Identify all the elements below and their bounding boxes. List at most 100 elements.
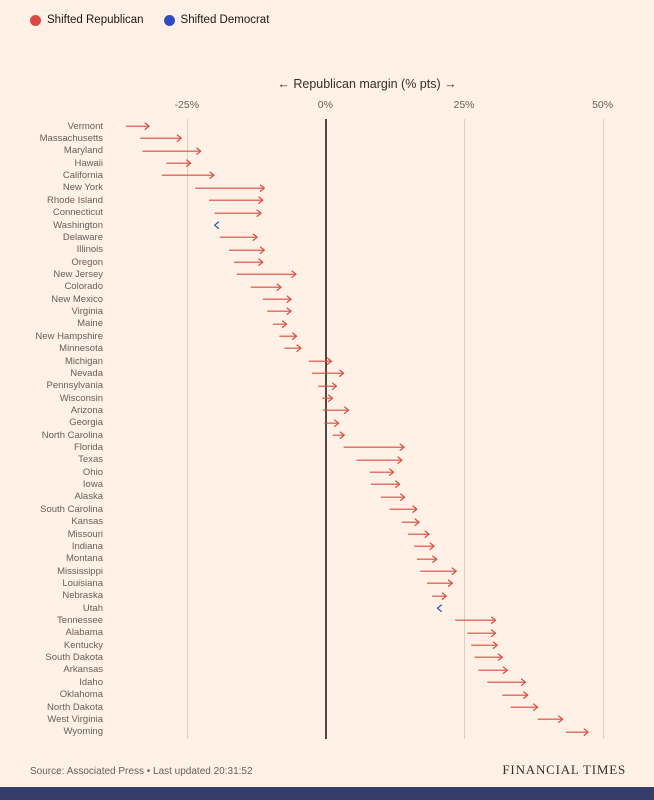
shift-arrow bbox=[220, 233, 258, 242]
arrowhead-icon bbox=[441, 592, 447, 600]
zero-axis-line bbox=[325, 119, 327, 739]
state-row: Missouri bbox=[0, 528, 654, 540]
state-row: Oregon bbox=[0, 256, 654, 268]
state-label: Nebraska bbox=[62, 590, 103, 602]
arrowhead-icon bbox=[256, 208, 262, 217]
shift-arrow bbox=[332, 431, 345, 439]
shift-arrow bbox=[324, 419, 340, 427]
arrowhead-icon bbox=[291, 270, 297, 279]
shift-arrow bbox=[166, 159, 192, 168]
shift-arrow bbox=[356, 456, 403, 464]
shift-arrow bbox=[474, 653, 503, 662]
arrowhead-icon bbox=[520, 678, 527, 687]
state-row: Montana bbox=[0, 553, 654, 565]
state-label: California bbox=[62, 170, 103, 182]
state-row: New Mexico bbox=[0, 293, 654, 305]
arrowhead-icon bbox=[292, 332, 298, 341]
arrowhead-icon bbox=[491, 616, 497, 625]
state-label: Arizona bbox=[70, 404, 103, 416]
state-label: Ohio bbox=[82, 466, 103, 478]
state-label: Arkansas bbox=[63, 664, 103, 676]
state-row: Michigan bbox=[0, 355, 654, 367]
state-row: Wyoming bbox=[0, 726, 654, 738]
state-row: Minnesota bbox=[0, 342, 654, 354]
arrowhead-icon bbox=[252, 233, 258, 242]
axis-tick-label: 50% bbox=[592, 99, 614, 111]
state-label: Maryland bbox=[63, 145, 103, 157]
axis-title: ← Republican margin (% pts) → bbox=[277, 77, 457, 91]
state-row: North Carolina bbox=[0, 429, 654, 441]
shift-arrow bbox=[510, 703, 539, 711]
shift-arrow bbox=[408, 530, 430, 538]
arrowhead-icon bbox=[326, 357, 333, 365]
state-row: Nebraska bbox=[0, 590, 654, 602]
arrowhead-icon bbox=[258, 196, 264, 205]
state-row: Washington bbox=[0, 219, 654, 231]
legend: Shifted Republican Shifted Democrat bbox=[30, 14, 269, 26]
arrowhead-icon bbox=[502, 666, 508, 674]
state-label: New Mexico bbox=[51, 293, 103, 305]
state-row: Utah bbox=[0, 602, 654, 614]
gridlines bbox=[112, 119, 622, 739]
arrowhead-icon bbox=[258, 258, 264, 266]
state-label: Missouri bbox=[67, 528, 103, 540]
legend-item-shifted-democrat: Shifted Democrat bbox=[163, 14, 270, 26]
state-label: Vermont bbox=[67, 120, 103, 132]
shift-arrow bbox=[370, 480, 401, 489]
state-row: Louisiana bbox=[0, 577, 654, 589]
state-label: Alaska bbox=[74, 491, 103, 503]
shift-arrow bbox=[229, 245, 265, 254]
shift-arrow bbox=[209, 196, 264, 205]
shift-arrow bbox=[312, 369, 345, 378]
state-label: Idaho bbox=[79, 676, 103, 688]
arrowhead-icon bbox=[259, 184, 265, 192]
state-row: Idaho bbox=[0, 676, 654, 688]
state-row: Arizona bbox=[0, 404, 654, 416]
tick-row: -25% 0% 25% 50% bbox=[112, 99, 622, 113]
state-label: Washington bbox=[53, 219, 103, 231]
arrowhead-icon bbox=[276, 283, 282, 291]
arrowhead-icon bbox=[397, 456, 403, 464]
state-label: Montana bbox=[66, 553, 103, 565]
state-label: North Carolina bbox=[41, 429, 103, 441]
shift-arrow bbox=[455, 616, 497, 625]
shift-arrow bbox=[389, 505, 418, 514]
arrowhead-icon bbox=[429, 542, 435, 551]
arrowhead-icon bbox=[395, 480, 401, 489]
state-row: Texas bbox=[0, 454, 654, 466]
shift-arrow bbox=[343, 443, 405, 452]
state-row: Kansas bbox=[0, 516, 654, 528]
state-row: Vermont bbox=[0, 120, 654, 132]
legend-label-democrat: Shifted Democrat bbox=[180, 14, 270, 26]
shift-arrow bbox=[142, 147, 202, 155]
shift-arrow bbox=[214, 208, 262, 217]
arrowhead-icon bbox=[523, 690, 529, 699]
arrowhead-icon bbox=[497, 653, 503, 662]
arrowhead-icon bbox=[451, 567, 457, 575]
shift-arrow bbox=[250, 283, 282, 291]
shift-arrow bbox=[471, 641, 498, 650]
state-label: South Dakota bbox=[45, 652, 103, 664]
state-label: Utah bbox=[82, 602, 103, 614]
arrowhead-icon bbox=[213, 221, 220, 229]
arrowhead-icon bbox=[432, 554, 438, 563]
shift-arrow bbox=[272, 320, 288, 328]
shift-arrow bbox=[416, 554, 438, 563]
state-label: North Dakota bbox=[47, 701, 103, 713]
arrowhead-icon bbox=[558, 715, 564, 724]
state-row: Tennessee bbox=[0, 614, 654, 626]
state-label: South Carolina bbox=[40, 503, 103, 515]
shift-arrow bbox=[262, 295, 292, 304]
state-label: Alabama bbox=[65, 627, 104, 639]
state-row: California bbox=[0, 169, 654, 181]
state-row: Arkansas bbox=[0, 664, 654, 676]
arrowhead-icon bbox=[399, 443, 405, 452]
shift-arrow bbox=[566, 727, 589, 736]
shift-arrow bbox=[140, 134, 182, 143]
state-label: Indiana bbox=[71, 540, 103, 552]
state-row: Ohio bbox=[0, 466, 654, 478]
state-label: Kentucky bbox=[63, 639, 103, 651]
gridline bbox=[186, 119, 188, 739]
state-label: Pennsylvania bbox=[46, 380, 103, 392]
footer: Source: Associated Press • Last updated … bbox=[30, 762, 626, 778]
